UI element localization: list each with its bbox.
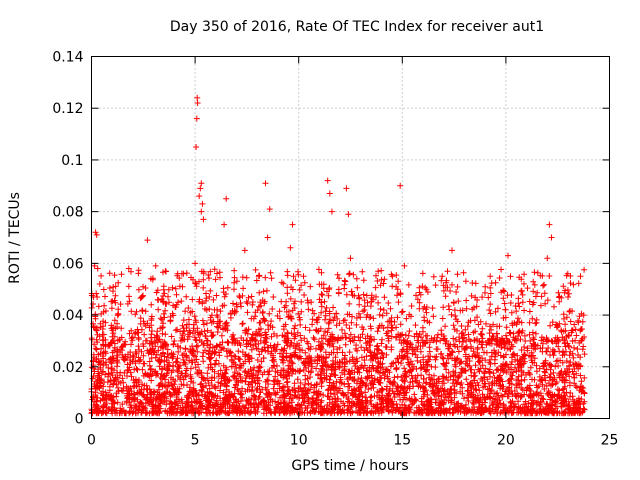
y-tick-label: 0.06	[52, 256, 83, 272]
x-tick-label: 0	[87, 433, 96, 449]
x-tick-label: 20	[497, 433, 515, 449]
y-tick-label: 0.1	[61, 153, 83, 169]
y-tick-label: 0.08	[52, 205, 83, 221]
x-axis-label: GPS time / hours	[291, 458, 408, 474]
y-tick-label: 0.14	[52, 50, 83, 66]
x-tick-label: 5	[191, 433, 200, 449]
y-tick-label: 0	[75, 412, 84, 428]
data-points	[88, 94, 588, 417]
y-tick-label: 0.12	[52, 101, 83, 117]
y-tick-label: 0.02	[52, 360, 83, 376]
y-axis-tick-labels: 0 0.02 0.04 0.06 0.08 0.1 0.12 0.14	[52, 50, 83, 428]
y-tick-label: 0.04	[52, 308, 83, 324]
x-tick-label: 15	[393, 433, 411, 449]
x-tick-label: 10	[290, 433, 308, 449]
chart-title: Day 350 of 2016, Rate Of TEC Index for r…	[170, 19, 544, 35]
plot-frame	[91, 56, 610, 419]
y-axis-label: ROTI / TECUs	[7, 192, 23, 284]
axis-ticks	[91, 56, 610, 419]
grid	[91, 56, 610, 419]
x-axis-tick-labels: 0 5 10 15 20 25	[87, 433, 618, 449]
x-tick-label: 25	[601, 433, 619, 449]
data-point-markers	[88, 94, 588, 417]
